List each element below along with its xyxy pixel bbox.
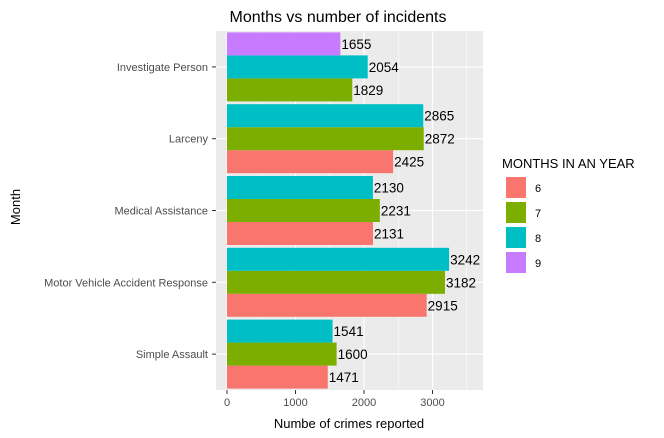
bar-medical-assistance-7: [227, 199, 380, 222]
data-label-investigate-person-8: 2054: [369, 60, 400, 75]
bar-simple-assault-6: [227, 365, 328, 389]
x-tick-label: 2000: [352, 397, 376, 409]
bar-larceny-7: [227, 127, 424, 151]
bar-motor-vehicle-accident-response-6: [227, 293, 427, 317]
y-tick-label: Medical Assistance: [114, 206, 208, 218]
bar-motor-vehicle-accident-response-8: [227, 247, 450, 271]
data-label-simple-assault-7: 1600: [338, 347, 368, 362]
data-label-motor-vehicle-accident-response-6: 2915: [428, 298, 458, 313]
legend-items: 6 7 8 9: [506, 177, 541, 273]
legend-label-9: 9: [535, 258, 541, 270]
y-tick-label: Simple Assault: [136, 349, 208, 361]
x-tick-label: 3000: [420, 397, 444, 409]
legend: MONTHS IN AN YEAR 6 7 8 9: [502, 156, 635, 273]
data-labels: 1471 1600 1541 2915 3182 3242 2131 2231 2130 2425…: [329, 37, 480, 385]
x-axis-ticks: 0 1000 2000 3000: [224, 390, 445, 409]
legend-label-7: 7: [535, 208, 541, 220]
data-label-investigate-person-9: 1655: [341, 37, 371, 52]
y-axis-ticks: Simple Assault Motor Vehicle Accident Res…: [44, 62, 216, 361]
data-label-simple-assault-6: 1471: [329, 370, 359, 385]
data-label-motor-vehicle-accident-response-7: 3182: [446, 275, 476, 290]
legend-label-6: 6: [535, 183, 541, 195]
legend-key-9: [506, 252, 526, 273]
legend-label-8: 8: [535, 233, 541, 245]
y-tick-label: Larceny: [169, 134, 209, 146]
legend-key-7: [506, 202, 526, 223]
bar-larceny-8: [227, 104, 424, 128]
bar-simple-assault-8: [227, 319, 333, 343]
data-label-investigate-person-7: 1829: [353, 83, 383, 98]
y-axis-title: Month: [8, 189, 23, 225]
data-label-motor-vehicle-accident-response-8: 3242: [450, 252, 480, 267]
x-axis-title: Numbe of crimes reported: [274, 416, 424, 431]
bar-larceny-6: [227, 150, 394, 174]
data-label-simple-assault-8: 1541: [334, 324, 364, 339]
bars: [227, 32, 450, 389]
data-label-larceny-6: 2425: [394, 155, 424, 170]
data-label-medical-assistance-7: 2231: [381, 204, 411, 219]
data-label-larceny-7: 2872: [425, 132, 455, 147]
bar-investigate-person-7: [227, 78, 353, 102]
bar-investigate-person-9: [227, 32, 341, 56]
x-tick-label: 1000: [283, 397, 307, 409]
bar-motor-vehicle-accident-response-7: [227, 270, 445, 294]
y-tick-label: Motor Vehicle Accident Response: [44, 277, 208, 289]
data-label-larceny-8: 2865: [424, 109, 454, 124]
y-tick-label: Investigate Person: [117, 62, 208, 74]
data-label-medical-assistance-8: 2130: [374, 181, 404, 196]
bar-medical-assistance-8: [227, 176, 373, 199]
x-tick-label: 0: [224, 397, 230, 409]
data-label-medical-assistance-6: 2131: [374, 227, 404, 242]
legend-key-6: [506, 177, 526, 198]
bar-simple-assault-7: [227, 342, 337, 366]
legend-title: MONTHS IN AN YEAR: [502, 156, 635, 171]
bar-medical-assistance-6: [227, 222, 373, 245]
bar-investigate-person-8: [227, 55, 368, 79]
chart-title: Months vs number of incidents: [230, 9, 447, 26]
legend-key-8: [506, 227, 526, 248]
